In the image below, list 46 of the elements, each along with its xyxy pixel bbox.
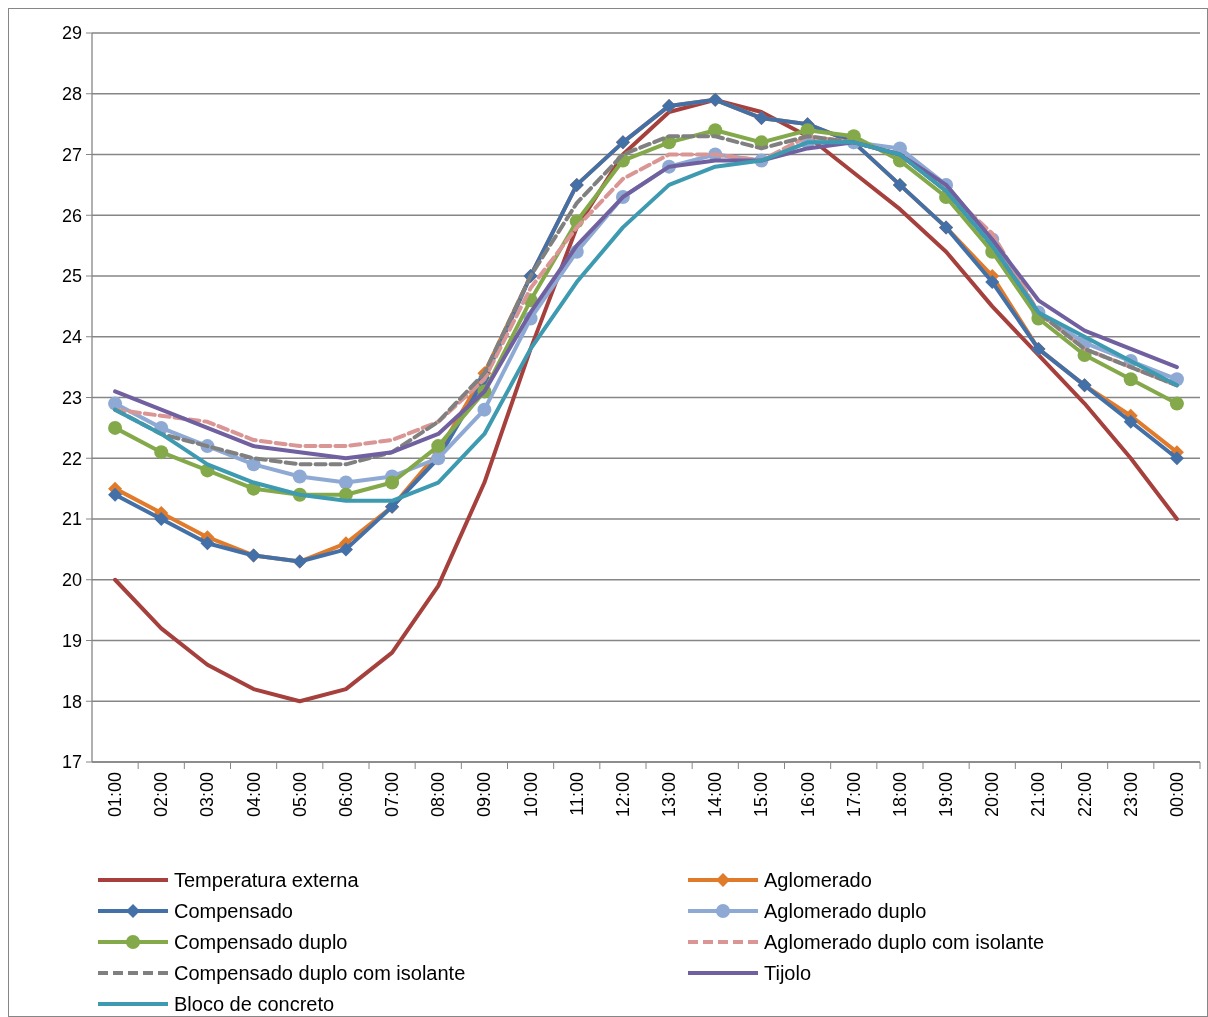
legend-label: Temperatura externa xyxy=(174,869,360,891)
x-tick-label: 03:00 xyxy=(197,772,218,818)
legend-label: Aglomerado xyxy=(764,869,872,891)
x-tick-label: 06:00 xyxy=(335,772,356,818)
y-tick-label: 28 xyxy=(61,84,82,105)
x-tick-label: 05:00 xyxy=(289,772,310,818)
x-tick-label: 11:00 xyxy=(566,772,587,816)
x-tick-label: 16:00 xyxy=(797,772,818,818)
legend-label: Aglomerado duplo xyxy=(764,900,927,922)
legend-label: Compensado xyxy=(174,900,293,922)
x-tick-label: 20:00 xyxy=(982,772,1003,818)
legend-label: Bloco de concreto xyxy=(174,993,335,1015)
x-tick-label: 19:00 xyxy=(936,772,957,818)
x-tick-label: 18:00 xyxy=(889,772,910,818)
x-tick-label: 21:00 xyxy=(1028,772,1049,818)
x-tick-label: 10:00 xyxy=(520,772,541,818)
y-tick-label: 24 xyxy=(61,327,82,348)
y-tick-label: 19 xyxy=(61,630,82,651)
y-tick-label: 20 xyxy=(61,570,82,591)
x-tick-label: 04:00 xyxy=(243,772,264,818)
x-tick-label: 02:00 xyxy=(151,772,172,818)
x-tick-label: 17:00 xyxy=(843,772,864,818)
x-tick-label: 14:00 xyxy=(705,772,726,818)
x-tick-label: 00:00 xyxy=(1166,772,1187,818)
y-tick-label: 23 xyxy=(61,387,82,408)
x-tick-label: 12:00 xyxy=(612,772,633,818)
legend-label: Compensado duplo xyxy=(174,931,348,953)
x-tick-label: 01:00 xyxy=(105,772,126,818)
x-tick-label: 08:00 xyxy=(428,772,449,818)
y-tick-label: 21 xyxy=(61,509,82,530)
legend-label: Aglomerado duplo com isolante xyxy=(764,931,1045,953)
legend-label: Compensado duplo com isolante xyxy=(174,962,466,984)
x-tick-label: 22:00 xyxy=(1074,772,1095,818)
y-tick-label: 18 xyxy=(61,691,82,712)
x-tick-label: 07:00 xyxy=(382,772,403,818)
y-tick-label: 26 xyxy=(61,205,82,226)
y-tick-label: 27 xyxy=(61,144,82,165)
y-tick-label: 17 xyxy=(61,752,82,773)
y-tick-label: 22 xyxy=(61,448,82,469)
y-tick-label: 25 xyxy=(61,266,82,287)
x-tick-label: 15:00 xyxy=(751,772,772,818)
y-tick-label: 29 xyxy=(61,23,82,44)
x-tick-label: 23:00 xyxy=(1120,772,1141,818)
x-tick-label: 09:00 xyxy=(474,772,495,818)
legend-label: Tijolo xyxy=(764,962,812,984)
x-tick-label: 13:00 xyxy=(659,772,680,818)
